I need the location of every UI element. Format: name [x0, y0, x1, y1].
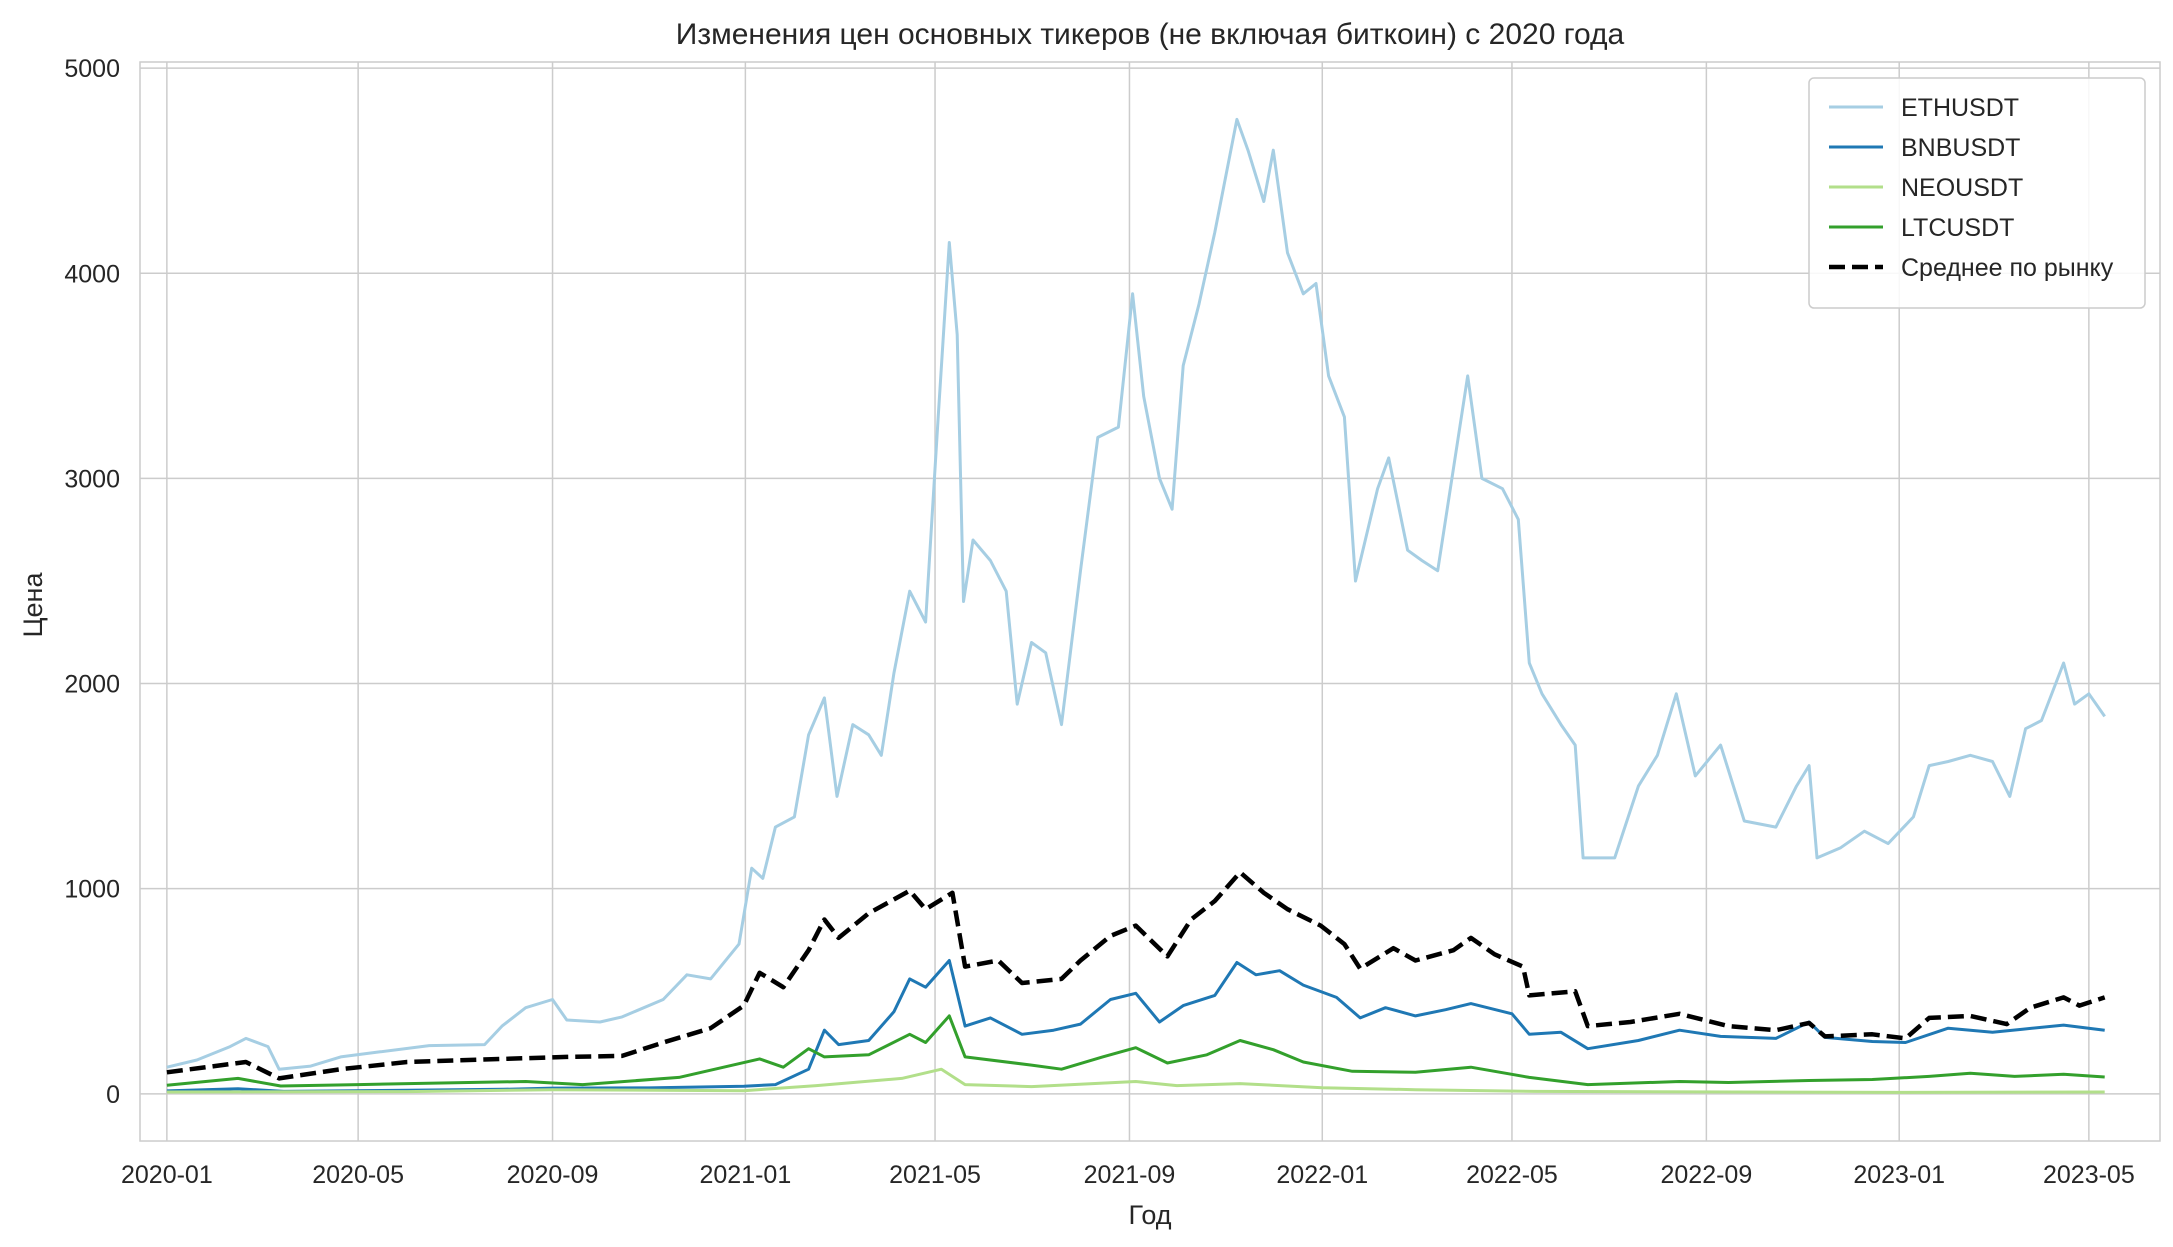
x-tick-label: 2020-01	[121, 1161, 213, 1189]
x-tick-label: 2022-01	[1276, 1161, 1368, 1189]
x-tick-label: 2020-05	[312, 1161, 404, 1189]
legend: ETHUSDT BNBUSDT NEOUSDT LTCUSDT Среднее по р…	[1808, 77, 2146, 309]
legend-label: Среднее по рынку	[1901, 254, 2114, 282]
y-tick-label: 5000	[64, 55, 120, 83]
series-line-ltcusdt	[166, 1014, 2105, 1088]
y-tick-label: 1000	[64, 876, 120, 904]
series-line-ethusdt	[166, 117, 2106, 1071]
series-layer	[166, 117, 2106, 1094]
y-axis-ticks: 0 1000 2000 3000 4000 5000	[64, 55, 120, 1109]
x-tick-label: 2020-09	[507, 1161, 599, 1189]
x-axis-ticks: 2020-01 2020-05 2020-09 2021-01 2021-05 2021-…	[121, 1161, 2135, 1189]
legend-label: NEOUSDT	[1901, 174, 2023, 202]
x-tick-label: 2021-01	[699, 1161, 791, 1189]
x-tick-label: 2022-05	[1466, 1161, 1558, 1189]
series-line-neousdt	[166, 1067, 2105, 1094]
legend-label: ETHUSDT	[1901, 94, 2019, 122]
x-tick-label: 2023-05	[2043, 1161, 2135, 1189]
y-tick-label: 4000	[64, 260, 120, 288]
y-tick-label: 0	[106, 1081, 120, 1109]
plot-frame	[139, 61, 2161, 1142]
y-axis-label: Цена	[18, 572, 48, 638]
x-tick-label: 2021-05	[889, 1161, 981, 1189]
x-tick-label: 2023-01	[1853, 1161, 1945, 1189]
y-tick-label: 3000	[64, 465, 120, 493]
legend-label: BNBUSDT	[1901, 134, 2020, 162]
x-axis-label: Год	[1129, 1200, 1172, 1230]
x-tick-label: 2021-09	[1084, 1161, 1176, 1189]
series-line-среднее-по-рынку	[166, 870, 2106, 1081]
legend-label: LTCUSDT	[1901, 214, 2014, 242]
y-tick-label: 2000	[64, 671, 120, 699]
legend-box	[1808, 77, 2146, 309]
series-line-bnbusdt	[166, 959, 2105, 1093]
chart-title: Изменения цен основных тикеров (не включ…	[676, 18, 1625, 51]
x-tick-label: 2022-09	[1660, 1161, 1752, 1189]
